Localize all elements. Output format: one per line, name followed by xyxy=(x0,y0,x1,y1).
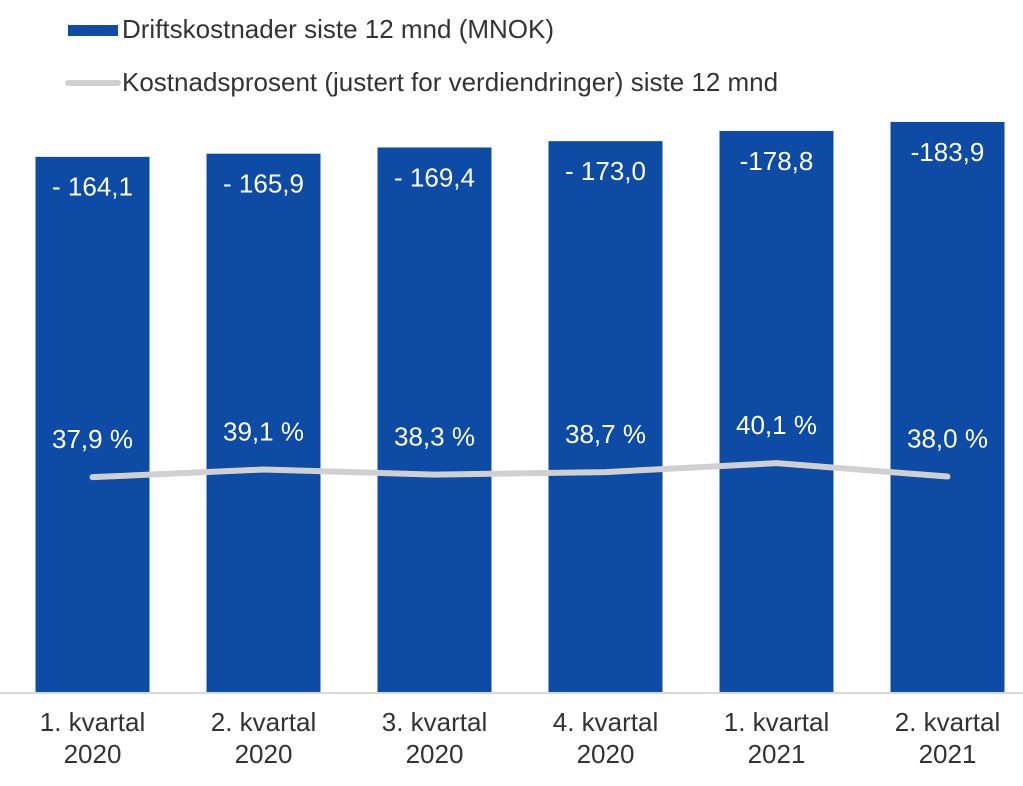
line-value-label: 39,1 % xyxy=(223,416,304,446)
x-tick-label: 3. kvartal 2020 xyxy=(381,707,488,769)
bar xyxy=(35,156,150,693)
legend-swatch-bar xyxy=(68,25,118,36)
line-value-label: 38,0 % xyxy=(907,423,988,453)
line-value-label: 40,1 % xyxy=(736,410,817,440)
bar-value-label: -183,9 xyxy=(911,137,985,167)
bar xyxy=(206,153,321,693)
bar-value-label: -178,8 xyxy=(740,146,814,176)
x-tick-label: 2. kvartal 2020 xyxy=(210,707,317,769)
bar xyxy=(719,130,834,693)
x-tick-label: 1. kvartal 2020 xyxy=(39,707,146,769)
bar-value-label: - 169,4 xyxy=(394,162,475,192)
legend-label: Kostnadsprosent (justert for verdiendrin… xyxy=(122,67,778,97)
line-value-label: 38,3 % xyxy=(394,421,475,451)
x-tick-label: 4. kvartal 2020 xyxy=(552,707,659,769)
bar xyxy=(890,121,1005,693)
line xyxy=(89,460,951,481)
bar-value-label: - 164,1 xyxy=(52,172,133,202)
line-value-label: 37,9 % xyxy=(52,424,133,454)
x-tick-label: 1. kvartal 2021 xyxy=(723,707,830,769)
line-value-label: 38,7 % xyxy=(565,419,646,449)
bar-value-label: - 173,0 xyxy=(565,156,646,186)
bar-value-label: - 165,9 xyxy=(223,169,304,199)
legend-label: Driftskostnader siste 12 mnd (MNOK) xyxy=(122,14,554,44)
bar xyxy=(548,141,663,693)
x-tick-label: 2. kvartal 2021 xyxy=(894,707,1001,769)
bar xyxy=(377,147,492,693)
